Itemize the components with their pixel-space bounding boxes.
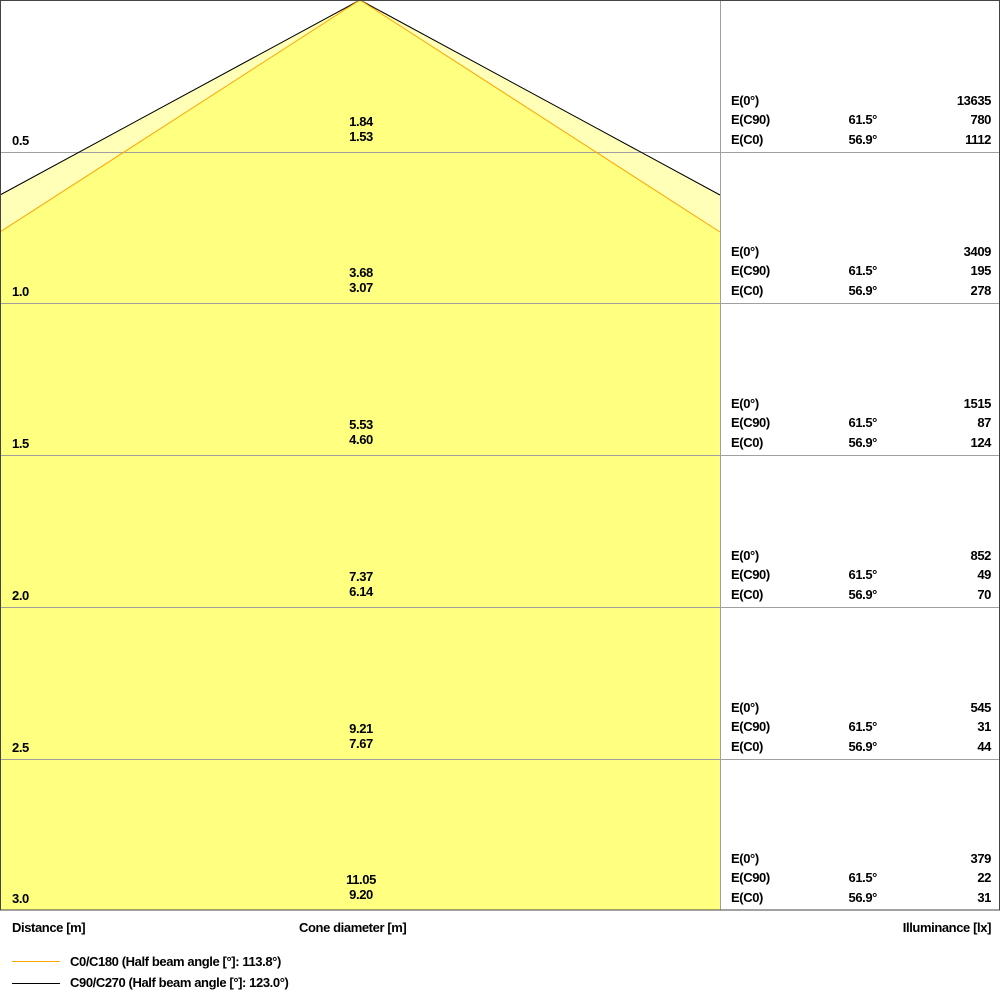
ec0-label: E(C0): [731, 739, 763, 754]
ec0-angle: 56.9°: [848, 739, 877, 754]
ec90-value: 22: [977, 870, 991, 885]
ec0-angle: 56.9°: [848, 435, 877, 450]
e0-value: 3409: [963, 244, 992, 259]
cone-diameter-c90: 1.84: [349, 114, 373, 129]
cone-diameter-c90: 7.37: [349, 569, 373, 584]
distance-label: 1.0: [12, 284, 29, 299]
ec90-angle: 61.5°: [848, 112, 877, 127]
e0-value: 13635: [956, 93, 992, 108]
distance-axis-label: Distance [m]: [12, 920, 86, 935]
ec90-value: 31: [977, 719, 991, 734]
e0-label: E(0°): [731, 548, 759, 563]
cone-diameter-c0: 1.53: [349, 129, 373, 144]
ec0-label: E(C0): [731, 132, 763, 147]
c0-cone-line: [0, 0, 721, 233]
e0-label: E(0°): [731, 244, 759, 259]
e0-value: 379: [970, 851, 992, 866]
cone-diameter-c90: 9.21: [349, 721, 373, 736]
distance-label: 2.0: [12, 588, 29, 603]
ec90-value: 780: [970, 112, 992, 127]
cone-diameter-c0: 9.20: [349, 887, 373, 902]
cone-diameter-c0: 6.14: [349, 584, 373, 599]
cone-diameter-c0: 7.67: [349, 736, 373, 751]
ec90-value: 87: [977, 415, 991, 430]
ec90-angle: 61.5°: [848, 870, 877, 885]
c90-legend-label: C90/C270 (Half beam angle [°]: 123.0°): [70, 975, 289, 990]
c90-legend-line: [12, 983, 60, 984]
c90-cone-line: [0, 0, 721, 196]
e0-value: 545: [970, 700, 992, 715]
distance-label: 3.0: [12, 891, 29, 906]
cone-diameter-c90: 5.53: [349, 417, 373, 432]
ec0-label: E(C0): [731, 435, 763, 450]
ec0-angle: 56.9°: [848, 890, 877, 905]
ec0-value: 1112: [965, 132, 991, 147]
cone-axis-label: Cone diameter [m]: [299, 920, 407, 935]
ec0-value: 278: [970, 283, 992, 298]
cone-diameter-c90: 3.68: [349, 265, 373, 280]
e0-value: 1515: [963, 396, 992, 411]
ec90-angle: 61.5°: [848, 719, 877, 734]
e0-label: E(0°): [731, 396, 759, 411]
ec90-angle: 61.5°: [848, 415, 877, 430]
ec0-value: 70: [977, 587, 991, 602]
ec0-label: E(C0): [731, 283, 763, 298]
distance-label: 0.5: [12, 133, 29, 148]
ec90-value: 195: [970, 263, 992, 278]
cone-diameter-c0: 4.60: [349, 432, 373, 447]
ec0-value: 124: [970, 435, 992, 450]
c0-legend-label: C0/C180 (Half beam angle [°]: 113.8°): [70, 954, 281, 969]
ec0-value: 31: [977, 890, 991, 905]
illuminance-axis-label: Illuminance [lx]: [902, 920, 992, 935]
distance-label: 2.5: [12, 740, 29, 755]
e0-label: E(0°): [731, 851, 759, 866]
ec0-label: E(C0): [731, 587, 763, 602]
ec0-angle: 56.9°: [848, 283, 877, 298]
ec90-label: E(C90): [731, 263, 770, 278]
ec0-angle: 56.9°: [848, 132, 877, 147]
cone-diameter-c90: 11.05: [346, 872, 376, 887]
ec90-label: E(C90): [731, 415, 770, 430]
ec90-label: E(C90): [731, 719, 770, 734]
ec90-label: E(C90): [731, 567, 770, 582]
ec0-value: 44: [977, 739, 991, 754]
ec90-angle: 61.5°: [848, 567, 877, 582]
cone-diameter-c0: 3.07: [349, 280, 373, 295]
ec90-label: E(C90): [731, 870, 770, 885]
ec0-label: E(C0): [731, 890, 763, 905]
ec90-value: 49: [977, 567, 991, 582]
c0-legend-line: [12, 961, 60, 962]
e0-label: E(0°): [731, 93, 759, 108]
distance-label: 1.5: [12, 436, 29, 451]
e0-value: 852: [970, 548, 992, 563]
ec0-angle: 56.9°: [848, 587, 877, 602]
ec90-angle: 61.5°: [848, 263, 877, 278]
e0-label: E(0°): [731, 700, 759, 715]
ec90-label: E(C90): [731, 112, 770, 127]
